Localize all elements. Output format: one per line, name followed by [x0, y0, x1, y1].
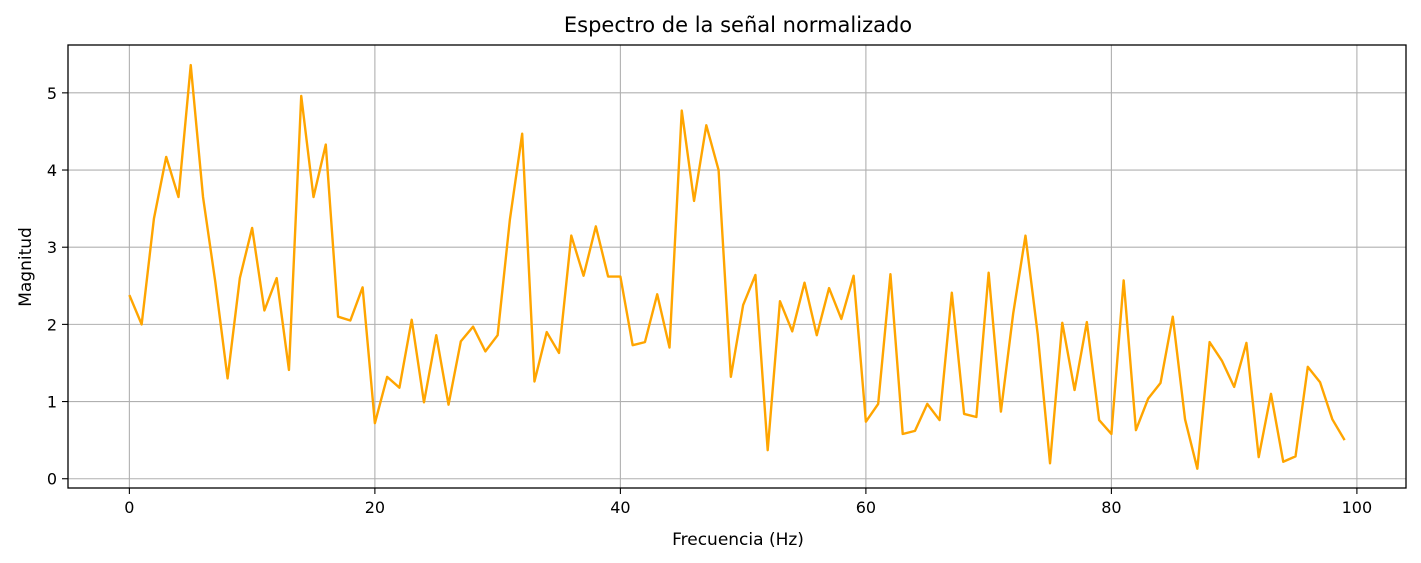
- x-tick-label: 100: [1342, 498, 1373, 517]
- y-tick-label: 3: [47, 238, 57, 257]
- chart-title: Espectro de la señal normalizado: [564, 13, 912, 37]
- x-tick-label: 20: [365, 498, 385, 517]
- y-tick-label: 0: [47, 470, 57, 489]
- x-tick-label: 0: [124, 498, 134, 517]
- plot-frame: [67, 44, 1407, 489]
- y-axis-label: Magnitud: [16, 227, 36, 307]
- y-tick-label: 5: [47, 84, 57, 103]
- ticks: 0 20 40 60 80 100 0 1 2 3 4 5: [47, 84, 1372, 517]
- x-axis-label: Frecuencia (Hz): [672, 530, 804, 550]
- series-layer: [128, 63, 1346, 470]
- grid: [68, 45, 1406, 488]
- series-line: [128, 63, 1346, 470]
- x-tick-label: 80: [1101, 498, 1121, 517]
- y-tick-label: 2: [47, 315, 57, 334]
- y-tick-label: 1: [47, 393, 57, 412]
- y-tick-label: 4: [47, 161, 57, 180]
- x-tick-label: 60: [856, 498, 876, 517]
- x-tick-label: 40: [610, 498, 630, 517]
